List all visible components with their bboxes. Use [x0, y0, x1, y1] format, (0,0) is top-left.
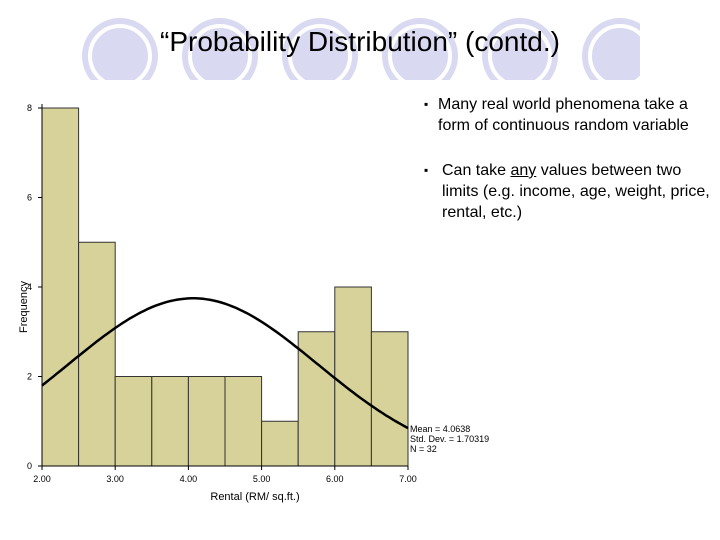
histogram-bar	[370, 331, 409, 467]
histogram-bar	[151, 376, 189, 467]
y-tick-label: 4	[27, 282, 32, 292]
bullet-item: ▪ Can take any values between two limits…	[424, 160, 714, 223]
bullet-text: Many real world phenomena take a form of…	[438, 96, 689, 134]
histogram-chart: 0 2 4 6 8 2.00 3.00 4.00 5.00 6.00 7.00 Frequency…	[18, 92, 518, 512]
histogram-bar	[261, 420, 299, 467]
x-tick-label: 4.00	[180, 474, 198, 484]
x-tick-label: 3.00	[106, 474, 124, 484]
stat-std-dev: Std. Dev. = 1.70319	[410, 434, 490, 444]
histogram-bar	[78, 241, 116, 467]
deco-ring	[288, 24, 352, 80]
bullet-list: ▪ Many real world phenomena take a form …	[424, 94, 714, 247]
decorative-circles	[82, 18, 640, 80]
deco-ring	[588, 24, 640, 80]
deco-ring	[388, 24, 452, 80]
y-tick-label: 2	[27, 372, 32, 382]
normal-curve	[41, 297, 409, 430]
x-axis-label: Rental (RM/ sq.ft.)	[210, 491, 299, 503]
y-axis-label: Frequency	[18, 281, 30, 333]
x-tick-label: 7.00	[399, 474, 417, 484]
histogram-bar	[224, 376, 263, 467]
bullet-item: ▪ Many real world phenomena take a form …	[424, 94, 714, 136]
slide-title: “Probability Distribution” (contd.)	[160, 26, 560, 57]
summary-statistics: Mean = 4.0638 Std. Dev. = 1.70319 N = 32	[410, 424, 489, 454]
square-bullet-icon: ▪	[424, 163, 429, 177]
histogram-bar	[187, 376, 226, 467]
histogram-bar	[334, 286, 372, 467]
histogram-bar	[114, 376, 153, 467]
deco-ring	[488, 24, 552, 80]
underlined-word: any	[510, 162, 537, 179]
deco-ring	[188, 24, 252, 80]
deco-circle	[582, 18, 640, 80]
y-tick-label: 8	[27, 103, 32, 113]
x-tick-label: 6.00	[326, 474, 344, 484]
deco-ring	[88, 24, 152, 80]
y-tick-label: 0	[27, 461, 32, 471]
stat-mean: Mean = 4.0638	[410, 424, 471, 434]
x-tick-label: 2.00	[33, 474, 51, 484]
x-tick-label: 5.00	[253, 474, 271, 484]
stat-n: N = 32	[410, 444, 437, 454]
square-bullet-icon: ▪	[424, 97, 429, 111]
histogram-bar	[41, 107, 80, 467]
y-tick-label: 6	[27, 193, 32, 203]
bullet-text: Can take any values between two limits (…	[442, 162, 710, 221]
